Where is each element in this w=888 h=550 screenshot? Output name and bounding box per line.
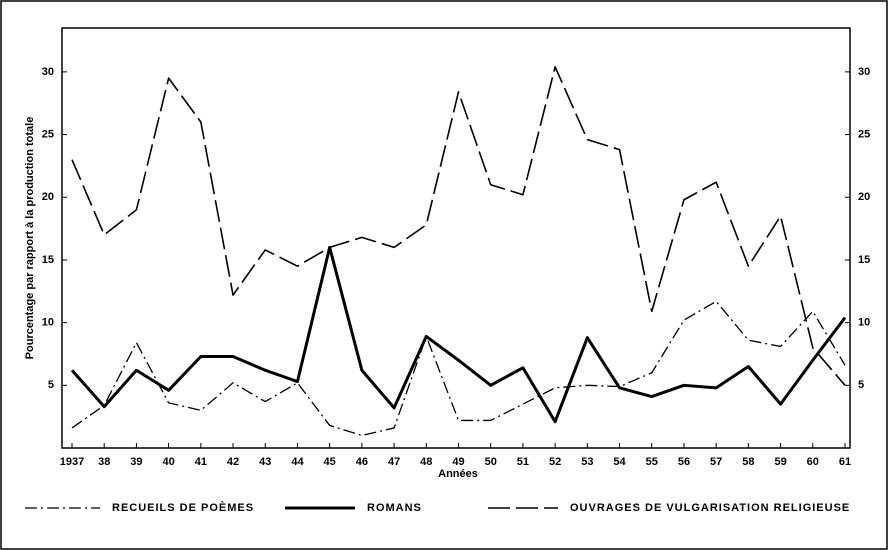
x-tick-label: 59 [774, 456, 786, 468]
x-tick-label: 45 [324, 456, 336, 468]
x-tick-label: 57 [710, 456, 722, 468]
y-tick-label: 30 [42, 66, 54, 78]
x-tick-label: 54 [613, 456, 626, 468]
x-tick-label: 42 [227, 456, 239, 468]
y-tick-label: 15 [42, 254, 54, 266]
x-tick-label: 1937 [60, 456, 84, 468]
x-tick-label: 48 [420, 456, 432, 468]
y2-tick-label: 10 [858, 317, 870, 329]
x-tick-label: 56 [678, 456, 690, 468]
y-tick-label: 5 [48, 379, 54, 391]
x-tick-label: 52 [549, 456, 561, 468]
x-tick-label: 44 [291, 456, 304, 468]
x-tick-label: 60 [807, 456, 819, 468]
x-axis-label: Années [438, 468, 478, 480]
y2-tick-label: 15 [858, 254, 870, 266]
legend-label: OUVRAGES DE VULGARISATION RELIGIEUSE [570, 502, 850, 514]
y-tick-label: 20 [42, 191, 54, 203]
x-tick-label: 46 [356, 456, 368, 468]
legend-label: ROMANS [367, 502, 422, 514]
x-tick-label: 58 [742, 456, 754, 468]
series-line [71, 66, 846, 386]
plot-area [61, 27, 851, 449]
legend-label: RECUEILS DE POÈMES [112, 501, 254, 514]
x-tick-label: 40 [163, 456, 175, 468]
y-axis-label: Pourcentage par rapport à la production … [24, 117, 36, 360]
x-tick-label: 50 [485, 456, 497, 468]
y2-tick-label: 30 [858, 66, 870, 78]
x-tick-label: 53 [581, 456, 593, 468]
series-line [70, 245, 847, 424]
x-tick-label: 47 [388, 456, 400, 468]
x-tick-label: 39 [130, 456, 142, 468]
x-tick-label: 41 [195, 456, 207, 468]
x-tick-label: 61 [839, 456, 851, 468]
y-tick-label: 10 [42, 317, 54, 329]
x-tick-label: 49 [452, 456, 464, 468]
y2-tick-label: 25 [858, 128, 870, 140]
y2-tick-label: 5 [858, 379, 864, 391]
x-tick-label: 51 [517, 456, 529, 468]
x-tick-label: 43 [259, 456, 271, 468]
x-tick-label: 38 [98, 456, 110, 468]
y2-tick-label: 20 [858, 191, 870, 203]
y-tick-label: 25 [42, 128, 54, 140]
x-tick-label: 55 [646, 456, 658, 468]
